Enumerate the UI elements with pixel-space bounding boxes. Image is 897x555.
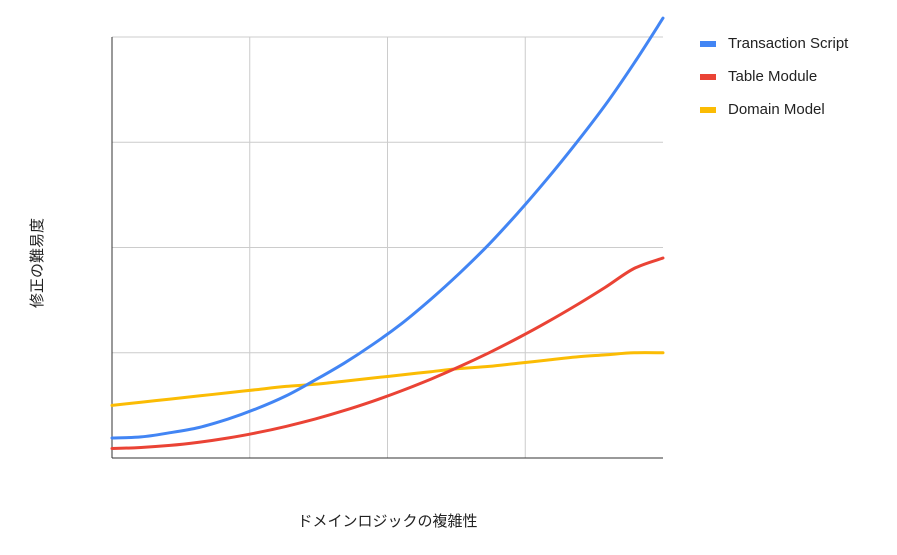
legend-label-domain-model: Domain Model	[728, 101, 825, 118]
legend-item-transaction-script[interactable]: Transaction Script	[700, 27, 848, 60]
x-axis-label: ドメインロジックの複雑性	[297, 512, 478, 530]
legend-label-table-module: Table Module	[728, 68, 818, 85]
legend: Transaction Script Table Module Domain M…	[700, 27, 848, 126]
legend-swatch-transaction-script	[700, 40, 716, 47]
legend-swatch-domain-model	[700, 106, 716, 113]
axis-layer	[111, 37, 663, 459]
legend-item-table-module[interactable]: Table Module	[700, 60, 848, 93]
series-line-domain-model	[110, 351, 665, 407]
legend-swatch-table-module	[700, 73, 716, 80]
legend-item-domain-model[interactable]: Domain Model	[700, 93, 848, 126]
legend-label-transaction-script: Transaction Script	[728, 35, 849, 52]
grid-layer	[112, 36, 663, 458]
series-line-table-module	[110, 256, 665, 450]
y-axis-label: 修正の難易度	[28, 217, 46, 308]
series-line-transaction-script	[110, 16, 665, 440]
series-layer	[110, 16, 665, 450]
